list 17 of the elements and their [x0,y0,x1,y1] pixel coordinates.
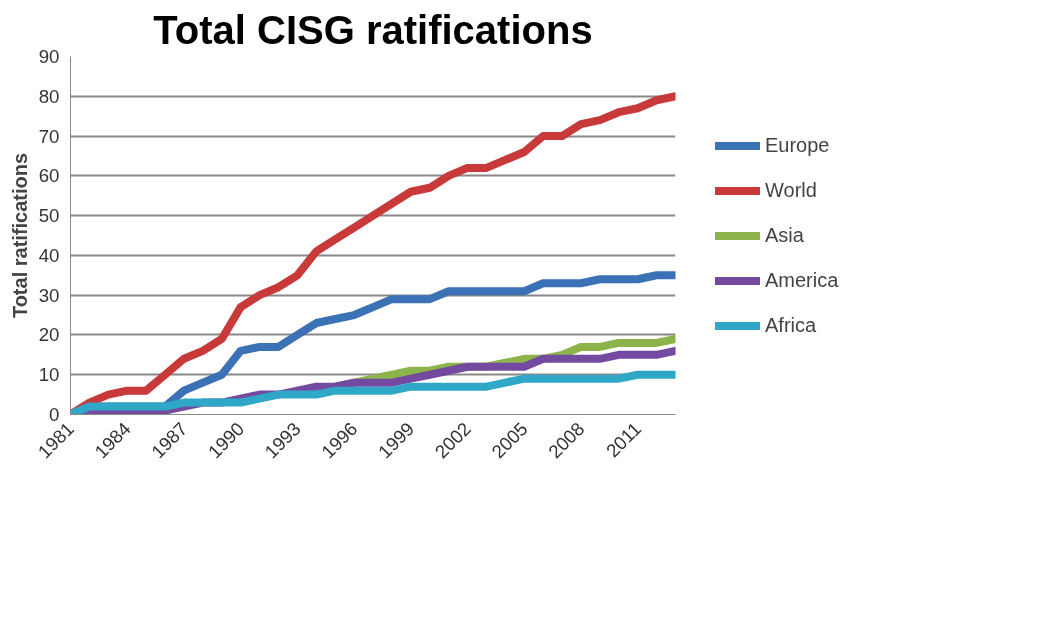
legend-label: Asia [765,223,804,247]
y-tick-label: 50 [38,205,60,227]
y-tick-label: 0 [49,404,60,425]
y-tick-label: 80 [38,85,60,107]
legend-label: America [765,268,839,292]
y-tick-label: 40 [38,244,60,266]
legend-label: Europe [765,133,830,157]
y-axis-title: Total ratifications [8,152,31,319]
y-tick-label: 30 [38,284,60,306]
chart-title: Total CISG ratifications [153,7,593,52]
legend-label: World [765,178,817,202]
y-tick-label: 70 [38,125,60,147]
y-tick-label: 10 [38,364,60,386]
y-tick-label: 20 [38,324,60,346]
y-tick-label: 60 [38,165,60,187]
legend-label: Africa [765,313,817,337]
y-tick-label: 90 [38,46,60,67]
